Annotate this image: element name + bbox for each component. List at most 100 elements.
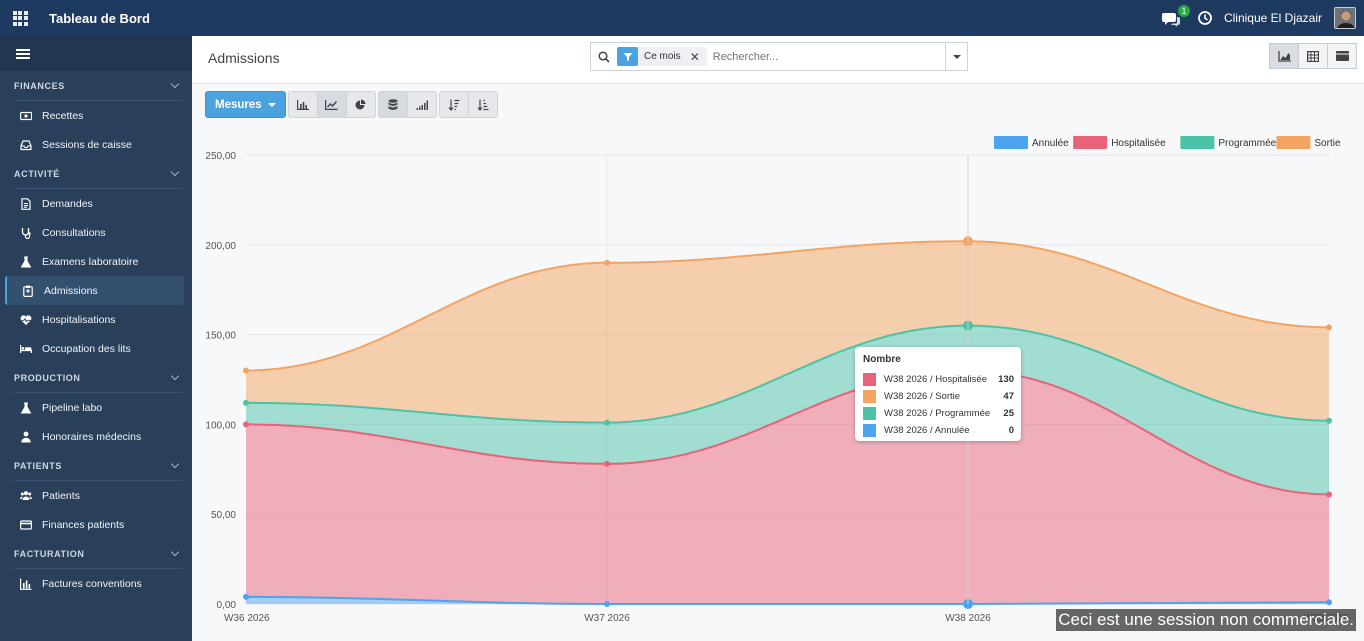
legend-swatch bbox=[1073, 136, 1108, 149]
line-chart-icon bbox=[325, 99, 338, 110]
caret-down-icon bbox=[267, 102, 276, 107]
sidebar-toggle-button[interactable] bbox=[0, 36, 192, 71]
data-point bbox=[1326, 324, 1332, 331]
bar-chart-button[interactable] bbox=[287, 91, 318, 118]
table-icon bbox=[1307, 50, 1319, 62]
graph-chart: 0,00 50,00 100,00 150,00 200,00 250,00 W36 202… bbox=[205, 136, 1349, 624]
clock-icon[interactable] bbox=[1198, 11, 1212, 25]
sidebar-item[interactable]: Pipeline labo bbox=[0, 393, 192, 422]
graph-view-button[interactable] bbox=[1269, 43, 1299, 69]
sidebar-section-header[interactable]: ACTIVITÉ bbox=[14, 159, 182, 189]
sidebar-item[interactable]: Finances patients bbox=[0, 510, 192, 539]
sidebar-section-header[interactable]: PRODUCTION bbox=[14, 363, 182, 393]
sort-descending-icon bbox=[448, 99, 460, 111]
tooltip-swatch bbox=[863, 424, 876, 437]
sidebar-item-label: Honoraires médecins bbox=[42, 430, 142, 443]
tooltip-row: W38 2026 / Hospitalisée 130 bbox=[855, 371, 1021, 388]
apps-menu-icon[interactable] bbox=[0, 0, 40, 36]
tooltip-title: Nombre bbox=[863, 354, 901, 365]
sidebar-item-label: Admissions bbox=[44, 284, 98, 297]
search-bar: Ce mois ✕ bbox=[590, 42, 968, 71]
legend-label: Hospitalisée bbox=[1111, 138, 1166, 149]
line-chart-button[interactable] bbox=[316, 91, 347, 118]
sidebar-item[interactable]: Hospitalisations bbox=[0, 305, 192, 334]
flask-icon bbox=[20, 256, 32, 268]
search-icon bbox=[591, 50, 617, 63]
list-view-button[interactable] bbox=[1327, 43, 1357, 69]
sidebar-item[interactable]: Demandes bbox=[0, 189, 192, 218]
sidebar-item-label: Factures conventions bbox=[42, 577, 142, 590]
bar-chart-icon bbox=[20, 578, 32, 590]
chevron-down-icon bbox=[170, 167, 180, 176]
pivot-view-button[interactable] bbox=[1298, 43, 1328, 69]
sidebar-item[interactable]: Sessions de caisse bbox=[0, 130, 192, 159]
filter-facet-label: Ce mois bbox=[644, 51, 681, 62]
sidebar-item[interactable]: Honoraires médecins bbox=[0, 422, 192, 451]
sidebar-item-label: Patients bbox=[42, 489, 80, 502]
cumulative-button[interactable] bbox=[406, 91, 437, 118]
tooltip-row-label: W38 2026 / Annulée bbox=[884, 425, 970, 436]
sidebar-item[interactable]: Recettes bbox=[0, 101, 192, 130]
measures-dropdown[interactable]: Mesures bbox=[205, 91, 286, 118]
user-avatar[interactable] bbox=[1334, 7, 1356, 29]
breadcrumb: Admissions bbox=[208, 50, 280, 66]
sidebar: FINANCES Recettes Sessions de caisse ACTIVI… bbox=[0, 36, 192, 641]
top-navbar: Tableau de Bord 1 Clinique El Djazair bbox=[0, 0, 1364, 36]
main-content: Admissions Ce mois ✕ bbox=[192, 36, 1364, 641]
tooltip-swatch bbox=[863, 407, 876, 420]
tooltip-swatch bbox=[863, 373, 876, 386]
company-switcher[interactable]: Clinique El Djazair bbox=[1223, 11, 1322, 25]
sidebar-section-label: PATIENTS bbox=[14, 460, 62, 471]
chevron-down-icon bbox=[170, 79, 180, 88]
y-tick-label: 250,00 bbox=[205, 151, 236, 162]
view-switcher bbox=[1269, 43, 1357, 69]
sidebar-section-label: FINANCES bbox=[14, 80, 65, 91]
series-line bbox=[245, 324, 1330, 424]
x-tick-label: W37 2026 bbox=[584, 613, 630, 624]
signal-bars-icon bbox=[416, 100, 428, 110]
sort-descending-button[interactable] bbox=[438, 91, 469, 118]
chevron-down-icon bbox=[170, 459, 180, 468]
money-icon bbox=[20, 110, 32, 122]
credit-card-icon bbox=[20, 519, 32, 531]
stacked-button[interactable] bbox=[377, 91, 408, 118]
bar-chart-icon bbox=[296, 99, 309, 110]
data-point bbox=[243, 421, 249, 428]
flask-icon bbox=[20, 402, 32, 414]
sidebar-section-header[interactable]: FINANCES bbox=[14, 71, 182, 101]
sort-ascending-icon bbox=[477, 99, 489, 111]
sidebar-section-header[interactable]: PATIENTS bbox=[14, 451, 182, 481]
sidebar-item[interactable]: Consultations bbox=[0, 218, 192, 247]
search-options-toggle[interactable] bbox=[945, 43, 967, 70]
sidebar-section-label: PRODUCTION bbox=[14, 372, 81, 383]
pie-chart-button[interactable] bbox=[345, 91, 376, 118]
filter-icon bbox=[617, 47, 638, 66]
filter-facet[interactable]: Ce mois ✕ bbox=[617, 47, 707, 66]
legend-label: Annulée bbox=[1032, 138, 1069, 149]
stethoscope-icon bbox=[20, 227, 32, 239]
messaging-button[interactable]: 1 bbox=[1161, 5, 1190, 28]
series-area bbox=[246, 325, 1329, 495]
legend-swatch bbox=[1276, 136, 1311, 149]
y-tick-label: 150,00 bbox=[205, 331, 236, 342]
sidebar-section-header[interactable]: FACTURATION bbox=[14, 539, 182, 569]
sidebar-item[interactable]: Patients bbox=[0, 481, 192, 510]
sort-ascending-button[interactable] bbox=[467, 91, 498, 118]
sidebar-item[interactable]: Occupation des lits bbox=[0, 334, 192, 363]
search-input[interactable] bbox=[712, 50, 945, 63]
bed-icon bbox=[20, 343, 32, 355]
tooltip-row-label: W38 2026 / Sortie bbox=[884, 391, 961, 402]
tooltip-row: W38 2026 / Annulée 0 bbox=[855, 422, 1021, 439]
data-point bbox=[1326, 599, 1332, 606]
sidebar-item-label: Pipeline labo bbox=[42, 401, 103, 414]
sidebar-item[interactable]: Factures conventions bbox=[0, 569, 192, 598]
notification-badge: 1 bbox=[1177, 5, 1190, 17]
app-title[interactable]: Tableau de Bord bbox=[49, 10, 150, 26]
measures-label: Mesures bbox=[215, 98, 262, 111]
remove-facet-icon[interactable]: ✕ bbox=[689, 49, 700, 64]
database-icon bbox=[388, 98, 398, 110]
tooltip-row-value: 25 bbox=[1003, 408, 1014, 419]
chevron-down-icon bbox=[170, 547, 180, 556]
sidebar-item[interactable]: Examens laboratoire bbox=[0, 247, 192, 276]
sidebar-item[interactable]: Admissions bbox=[5, 276, 184, 305]
